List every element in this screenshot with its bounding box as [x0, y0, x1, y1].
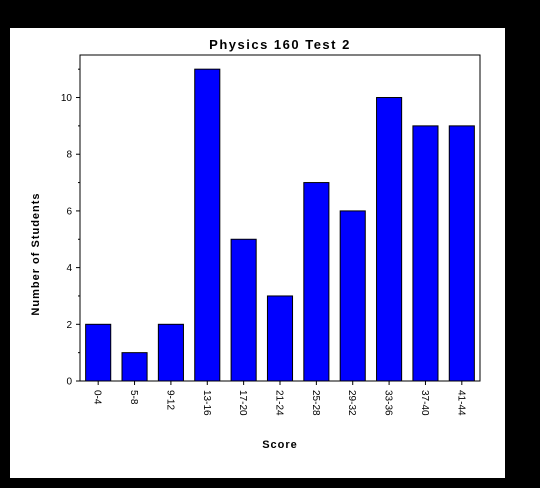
y-tick-label: 8 [66, 150, 72, 161]
bar-9-12 [157, 323, 184, 382]
bar-29-32 [339, 210, 366, 382]
x-tick-label: 33-36 [383, 390, 394, 416]
x-tick-label: 0-4 [92, 390, 103, 405]
chart-panel: Physics 160 Test 2 Number of Students Sc… [10, 28, 505, 478]
y-tick-label: 10 [61, 93, 73, 104]
bar-21-24 [266, 295, 294, 382]
bar-33-36 [376, 97, 403, 382]
y-tick-label: 6 [66, 206, 72, 217]
bar-13-16 [194, 68, 221, 382]
x-tick-label: 21-24 [274, 390, 285, 416]
bar-0-4 [85, 323, 112, 382]
x-tick-label: 41-44 [455, 390, 466, 416]
y-tick-label: 2 [66, 320, 72, 331]
bar-chart: Physics 160 Test 2 Number of Students Sc… [30, 37, 481, 451]
chart-title: Physics 160 Test 2 [209, 37, 351, 52]
x-axis-label: Score [262, 439, 298, 451]
bar-41-44 [448, 125, 475, 382]
x-tick-label: 25-28 [310, 390, 321, 416]
x-tick-label: 17-20 [237, 390, 248, 416]
bar-17-20 [230, 238, 257, 382]
bar-5-8 [121, 352, 148, 382]
bar-37-40 [412, 125, 439, 382]
bar-25-28 [303, 182, 330, 382]
y-tick-label: 0 [66, 377, 72, 388]
x-tick-label: 5-8 [128, 390, 139, 405]
y-axis-label: Number of Students [30, 192, 42, 315]
plot-area: 0 2 4 6 8 10 0-4 5-8 9-12 13-16 17-20 21-24 25-28 29-… [61, 54, 481, 416]
x-tick-label: 37-40 [419, 390, 430, 416]
y-tick-label: 4 [66, 263, 72, 274]
x-tick-label: 29-32 [346, 390, 357, 416]
x-tick-label: 9-12 [164, 390, 175, 410]
x-tick-label: 13-16 [201, 390, 212, 416]
